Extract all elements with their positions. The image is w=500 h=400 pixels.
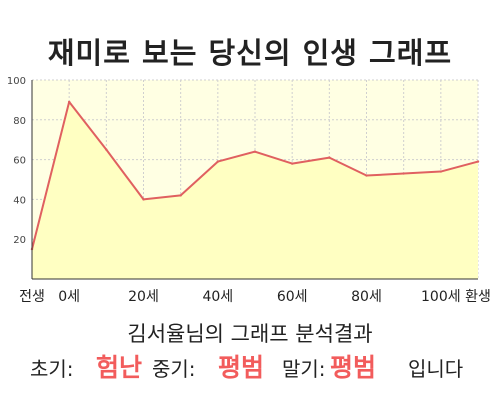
x-tick-label: 환생 (465, 289, 491, 305)
data-point (105, 148, 108, 151)
y-tick-label: 80 (13, 116, 26, 127)
result-suffix: 입니다 (408, 357, 464, 381)
analysis-result-line: 초기: 험난 중기: 평범 말기: 평범 입니다 (0, 346, 500, 382)
middle-value: 평범 (218, 353, 265, 382)
x-tick-label: 0세 (58, 289, 80, 305)
data-point (402, 172, 405, 175)
late-label: 말기: (282, 357, 326, 381)
x-tick-label: 60세 (277, 289, 308, 305)
early-value: 험난 (96, 353, 143, 382)
y-tick-label: 100 (7, 76, 26, 87)
late-value: 평범 (330, 353, 377, 382)
x-tick-label: 80세 (351, 289, 382, 305)
data-point (439, 170, 443, 173)
x-tick-label: 40세 (202, 289, 233, 305)
data-point (179, 194, 182, 197)
data-point (290, 162, 294, 165)
x-tick-label: 전생 (19, 289, 45, 305)
data-point (365, 174, 368, 177)
x-tick-label: 100세 (421, 289, 461, 305)
y-tick-label: 40 (13, 195, 26, 206)
y-tick-label: 20 (13, 235, 26, 246)
middle-label: 중기: (152, 357, 196, 381)
y-tick-label: 60 (13, 156, 26, 167)
x-tick-label: 20세 (128, 289, 159, 305)
data-point (216, 160, 220, 163)
data-point (253, 150, 257, 153)
early-label: 초기: (30, 357, 74, 381)
analysis-summary: 김서율님의 그래프 분석결과 (127, 322, 373, 346)
data-point (142, 198, 145, 201)
data-point (328, 156, 331, 159)
data-point (476, 160, 480, 163)
life-area-fill (32, 101, 478, 279)
page-title: 재미로 보는 당신의 인생 그래프 (47, 36, 453, 70)
data-point (67, 100, 71, 104)
